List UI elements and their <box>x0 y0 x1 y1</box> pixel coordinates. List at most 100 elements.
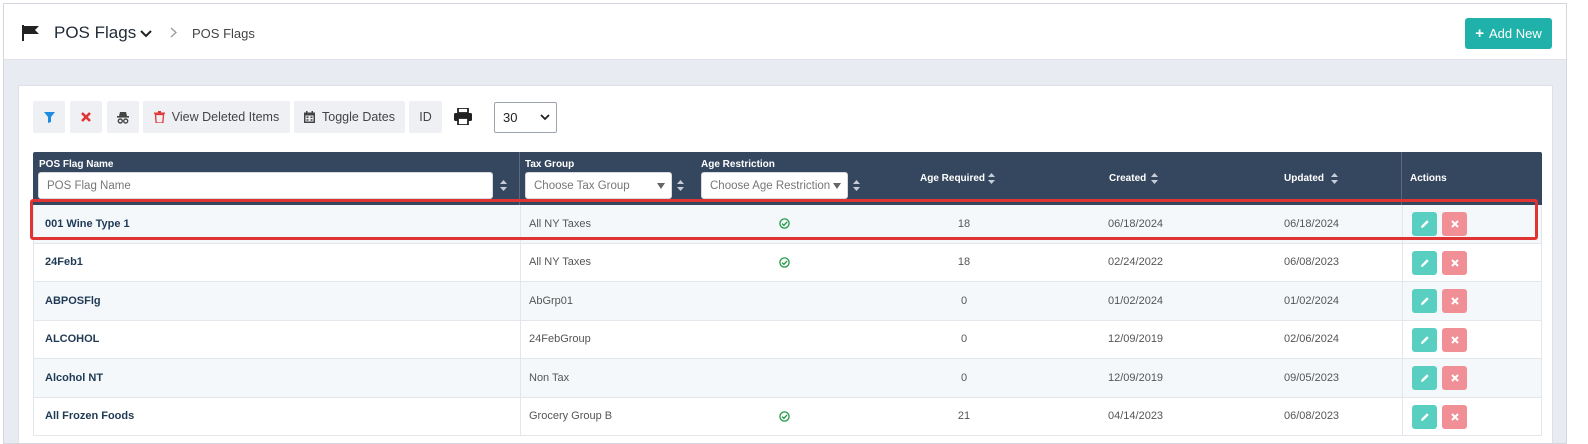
edit-button[interactable] <box>1412 289 1437 313</box>
table-row[interactable]: 001 Wine Type 1 All NY Taxes 18 06/18/2024 0… <box>33 205 1542 244</box>
age-required: 0 <box>960 294 968 307</box>
chevron-right-icon <box>170 27 177 38</box>
table-body: 001 Wine Type 1 All NY Taxes 18 06/18/2024 0… <box>33 205 1542 436</box>
pencil-icon <box>1420 412 1430 422</box>
tax-group-filter-select[interactable]: Choose Tax Group <box>525 172 672 199</box>
column-divider <box>520 282 521 320</box>
sort-icon[interactable] <box>677 180 684 191</box>
flag-name[interactable]: 24Feb1 <box>45 256 83 269</box>
edit-button[interactable] <box>1412 404 1437 429</box>
flag-name[interactable]: All Frozen Foods <box>45 410 135 423</box>
updated-date: 02/06/2024 <box>1284 333 1340 346</box>
pencil-icon <box>1420 373 1430 383</box>
clear-filters-button[interactable] <box>70 101 102 133</box>
add-new-button[interactable]: + Add New <box>1465 18 1552 49</box>
close-icon <box>1450 335 1459 344</box>
toggle-dates-label: Toggle Dates <box>322 110 395 124</box>
flag-name[interactable]: 001 Wine Type 1 <box>45 217 130 230</box>
sort-icon[interactable] <box>853 180 860 191</box>
delete-button[interactable] <box>1442 327 1467 352</box>
check-circle-icon <box>779 411 790 422</box>
id-label: ID <box>419 110 432 124</box>
close-icon <box>1450 412 1459 421</box>
sort-icon[interactable] <box>500 180 507 191</box>
page-title: POS Flags <box>54 23 137 42</box>
column-divider <box>520 320 521 358</box>
column-divider <box>1402 205 1403 243</box>
filter-button[interactable] <box>33 101 65 133</box>
age-restriction-filter-select[interactable]: Choose Age Restriction <box>701 172 848 199</box>
toggle-dates-button[interactable]: Toggle Dates <box>294 101 405 133</box>
id-toggle-button[interactable]: ID <box>409 101 442 133</box>
age-required: 21 <box>957 410 971 423</box>
tax-group: 24FebGroup <box>529 333 591 346</box>
updated-date: 09/05/2023 <box>1284 371 1340 384</box>
delete-button[interactable] <box>1442 289 1467 313</box>
column-divider <box>1402 359 1403 397</box>
print-icon[interactable] <box>454 108 472 125</box>
col-header-tax-group[interactable]: Tax Group <box>525 159 575 170</box>
column-divider <box>520 205 521 243</box>
flag-name[interactable]: ALCOHOL <box>45 333 100 346</box>
top-bar: POS Flags POS Flags + Add New <box>4 4 1566 60</box>
tax-group: Grocery Group B <box>529 410 613 423</box>
delete-button[interactable] <box>1442 250 1467 275</box>
pencil-icon <box>1420 335 1430 345</box>
pencil-icon <box>1420 219 1430 229</box>
close-icon <box>81 112 91 122</box>
column-divider <box>1402 282 1403 320</box>
flag-name[interactable]: ABPOSFlg <box>45 294 101 307</box>
edit-button[interactable] <box>1412 366 1437 390</box>
filter-icon <box>43 111 55 123</box>
created-date: 06/18/2024 <box>1108 217 1164 230</box>
add-new-label: Add New <box>1489 26 1542 41</box>
delete-button[interactable] <box>1442 404 1467 429</box>
delete-button[interactable] <box>1442 212 1467 236</box>
view-deleted-label: View Deleted Items <box>171 110 280 124</box>
column-divider <box>520 359 521 397</box>
incognito-button[interactable] <box>107 101 139 133</box>
col-header-created[interactable]: Created <box>1109 173 1147 184</box>
edit-button[interactable] <box>1412 327 1437 352</box>
table-row[interactable]: All Frozen Foods Grocery Group B 21 04/14/2… <box>33 397 1542 436</box>
breadcrumb[interactable]: POS Flags <box>192 26 255 41</box>
sort-icon[interactable] <box>1331 173 1338 184</box>
name-filter-input[interactable]: POS Flag Name <box>38 172 493 199</box>
close-icon <box>1450 297 1459 305</box>
app-frame: POS Flags POS Flags + Add New <box>3 3 1567 444</box>
delete-button[interactable] <box>1442 366 1467 390</box>
check-circle-icon <box>779 218 790 229</box>
age-required: 18 <box>957 217 971 230</box>
table-row[interactable]: ALCOHOL 24FebGroup 0 12/09/2019 02/06/2024 <box>33 320 1542 359</box>
tax-group: AbGrp01 <box>529 294 574 307</box>
table-row[interactable]: Alcohol NT Non Tax 0 12/09/2019 09/05/2023 <box>33 359 1542 398</box>
edit-button[interactable] <box>1412 250 1437 275</box>
tax-group-placeholder: Choose Tax Group <box>534 179 630 192</box>
plus-icon: + <box>1475 25 1484 42</box>
col-header-name[interactable]: POS Flag Name <box>39 159 114 170</box>
updated-date: 01/02/2024 <box>1284 294 1340 307</box>
pencil-icon <box>1420 296 1430 306</box>
page-size-select[interactable]: 30 <box>494 102 557 133</box>
chevron-down-icon <box>540 114 550 121</box>
trash-icon <box>153 111 165 123</box>
updated-date: 06/08/2023 <box>1284 410 1340 423</box>
sort-icon[interactable] <box>988 173 995 184</box>
col-header-updated[interactable]: Updated <box>1284 173 1324 184</box>
table-row[interactable]: 24Feb1 All NY Taxes 18 02/24/2022 06/08/2023 <box>33 243 1542 282</box>
edit-button[interactable] <box>1412 212 1437 236</box>
updated-date: 06/08/2023 <box>1284 256 1340 269</box>
table-row[interactable]: ABPOSFlg AbGrp01 0 01/02/2024 01/02/2024 <box>33 282 1542 321</box>
caret-down-icon <box>833 183 841 189</box>
chevron-down-icon[interactable] <box>140 30 152 38</box>
age-restriction-cell <box>779 244 790 282</box>
flag-name[interactable]: Alcohol NT <box>45 371 104 384</box>
column-divider <box>520 243 521 281</box>
close-icon <box>1450 374 1459 382</box>
col-header-age-required[interactable]: Age Required <box>920 173 986 184</box>
column-divider <box>520 397 521 435</box>
column-divider <box>1402 243 1403 281</box>
sort-icon[interactable] <box>1151 173 1158 184</box>
col-header-age-restriction[interactable]: Age Restriction <box>701 159 775 170</box>
view-deleted-items-button[interactable]: View Deleted Items <box>143 101 290 133</box>
